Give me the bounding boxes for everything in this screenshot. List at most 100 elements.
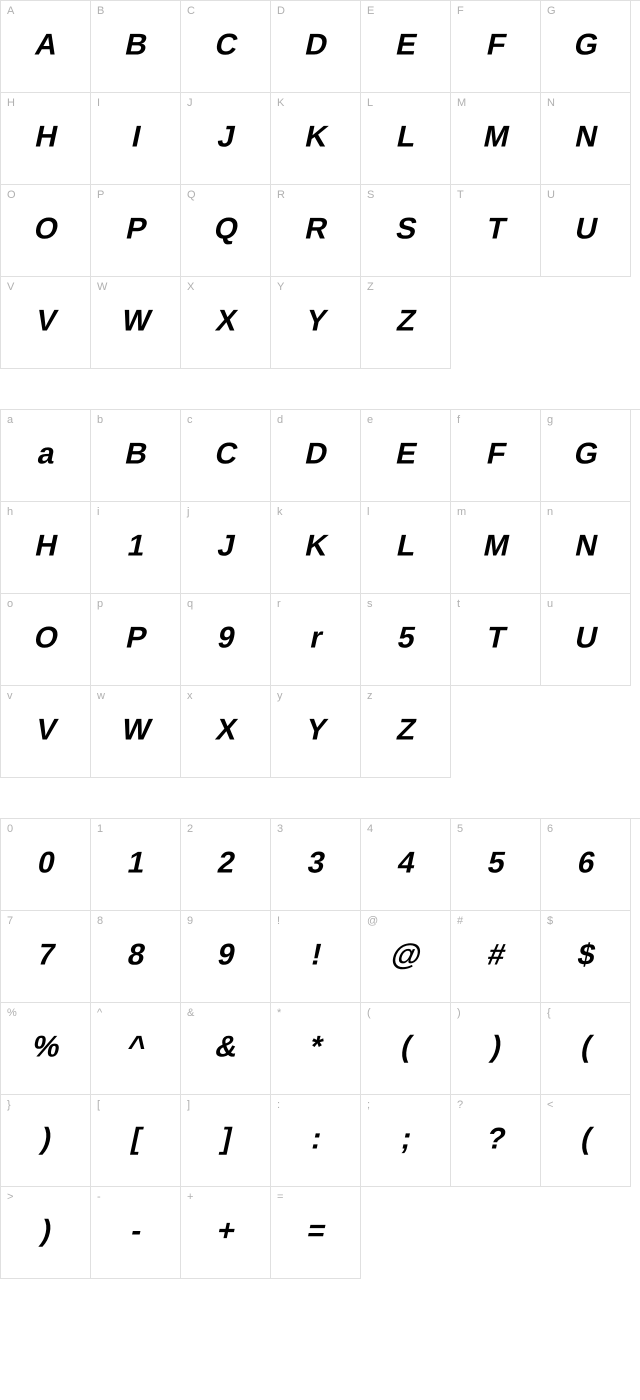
char-cell: cC xyxy=(181,410,271,502)
char-cell: 66 xyxy=(541,819,631,911)
char-label: { xyxy=(547,1007,551,1019)
char-glyph: U xyxy=(572,212,600,246)
char-label: V xyxy=(7,281,14,293)
char-glyph: 2 xyxy=(214,846,237,880)
char-glyph: E xyxy=(392,437,418,471)
char-label: W xyxy=(97,281,107,293)
grid-symbols: 00112233445566778899!!@@##$$%%^^&&**(())… xyxy=(0,818,640,1279)
char-glyph: Y xyxy=(302,713,328,747)
char-label: e xyxy=(367,414,373,426)
char-glyph: 3 xyxy=(304,846,327,880)
char-cell: xX xyxy=(181,686,271,778)
char-glyph: V xyxy=(32,304,58,338)
char-label: 5 xyxy=(457,823,463,835)
char-glyph: D xyxy=(302,437,330,471)
char-label: Z xyxy=(367,281,374,293)
char-label: S xyxy=(367,189,374,201)
char-glyph: M xyxy=(480,529,511,563)
char-cell: ++ xyxy=(181,1187,271,1279)
char-glyph: J xyxy=(214,529,237,563)
grid-lowercase: aabBcCdDeEfFgGhHi1jJkKlLmMnNoOpPq9rrs5tT… xyxy=(0,409,640,778)
char-cell: eE xyxy=(361,410,451,502)
char-cell: [[ xyxy=(91,1095,181,1187)
char-glyph: M xyxy=(480,120,511,154)
char-label: K xyxy=(277,97,284,109)
char-cell: ?? xyxy=(451,1095,541,1187)
char-cell: JJ xyxy=(181,93,271,185)
char-label: U xyxy=(547,189,555,201)
char-glyph: N xyxy=(572,120,600,154)
char-glyph: ( xyxy=(397,1030,413,1064)
char-label: L xyxy=(367,97,373,109)
char-cell: BB xyxy=(91,1,181,93)
char-cell: nN xyxy=(541,502,631,594)
char-label: D xyxy=(277,5,285,17)
char-glyph: S xyxy=(392,212,418,246)
char-label: - xyxy=(97,1191,101,1203)
char-label: d xyxy=(277,414,283,426)
char-label: 2 xyxy=(187,823,193,835)
char-glyph: 7 xyxy=(34,938,57,972)
char-cell: VV xyxy=(1,277,91,369)
char-glyph: 9 xyxy=(214,621,237,655)
char-glyph: ( xyxy=(577,1030,593,1064)
char-label: j xyxy=(187,506,189,518)
char-cell: zZ xyxy=(361,686,451,778)
char-cell: ZZ xyxy=(361,277,451,369)
char-glyph: ; xyxy=(397,1122,413,1156)
char-glyph: V xyxy=(32,713,58,747)
char-label: q xyxy=(187,598,193,610)
char-label: v xyxy=(7,690,13,702)
char-label: H xyxy=(7,97,15,109)
char-label: I xyxy=(97,97,100,109)
char-label: F xyxy=(457,5,464,17)
char-cell: dD xyxy=(271,410,361,502)
char-glyph: a xyxy=(34,437,57,471)
char-cell: ** xyxy=(271,1003,361,1095)
char-glyph: 0 xyxy=(34,846,57,880)
char-glyph: U xyxy=(572,621,600,655)
char-cell: NN xyxy=(541,93,631,185)
char-cell: WW xyxy=(91,277,181,369)
char-glyph: % xyxy=(29,1030,62,1064)
char-cell: OO xyxy=(1,185,91,277)
char-cell: rr xyxy=(271,594,361,686)
char-label: 9 xyxy=(187,915,193,927)
char-label: A xyxy=(7,5,14,17)
char-cell: HH xyxy=(1,93,91,185)
char-label: t xyxy=(457,598,460,610)
char-label: ? xyxy=(457,1099,463,1111)
char-label: l xyxy=(367,506,369,518)
char-cell: }) xyxy=(1,1095,91,1187)
char-cell: MM xyxy=(451,93,541,185)
char-cell: (( xyxy=(361,1003,451,1095)
char-label: o xyxy=(7,598,13,610)
char-label: b xyxy=(97,414,103,426)
char-label: : xyxy=(277,1099,280,1111)
char-label: ] xyxy=(187,1099,190,1111)
char-glyph: H xyxy=(32,529,60,563)
char-cell: kK xyxy=(271,502,361,594)
char-cell: wW xyxy=(91,686,181,778)
char-glyph: L xyxy=(393,120,418,154)
char-label: c xyxy=(187,414,193,426)
char-label: + xyxy=(187,1191,193,1203)
char-cell: 77 xyxy=(1,911,91,1003)
char-cell: yY xyxy=(271,686,361,778)
char-label: ( xyxy=(367,1007,371,1019)
char-glyph: O xyxy=(31,621,61,655)
char-glyph: ( xyxy=(577,1122,593,1156)
char-cell: q9 xyxy=(181,594,271,686)
char-glyph: G xyxy=(571,437,601,471)
char-glyph: B xyxy=(122,437,150,471)
char-label: p xyxy=(97,598,103,610)
char-glyph: B xyxy=(122,28,150,62)
char-label: % xyxy=(7,1007,17,1019)
char-glyph: 5 xyxy=(394,621,417,655)
char-glyph: K xyxy=(302,529,330,563)
char-glyph: ] xyxy=(217,1122,233,1156)
char-label: ! xyxy=(277,915,280,927)
char-label: 6 xyxy=(547,823,553,835)
char-label: * xyxy=(277,1007,281,1019)
char-label: k xyxy=(277,506,283,518)
